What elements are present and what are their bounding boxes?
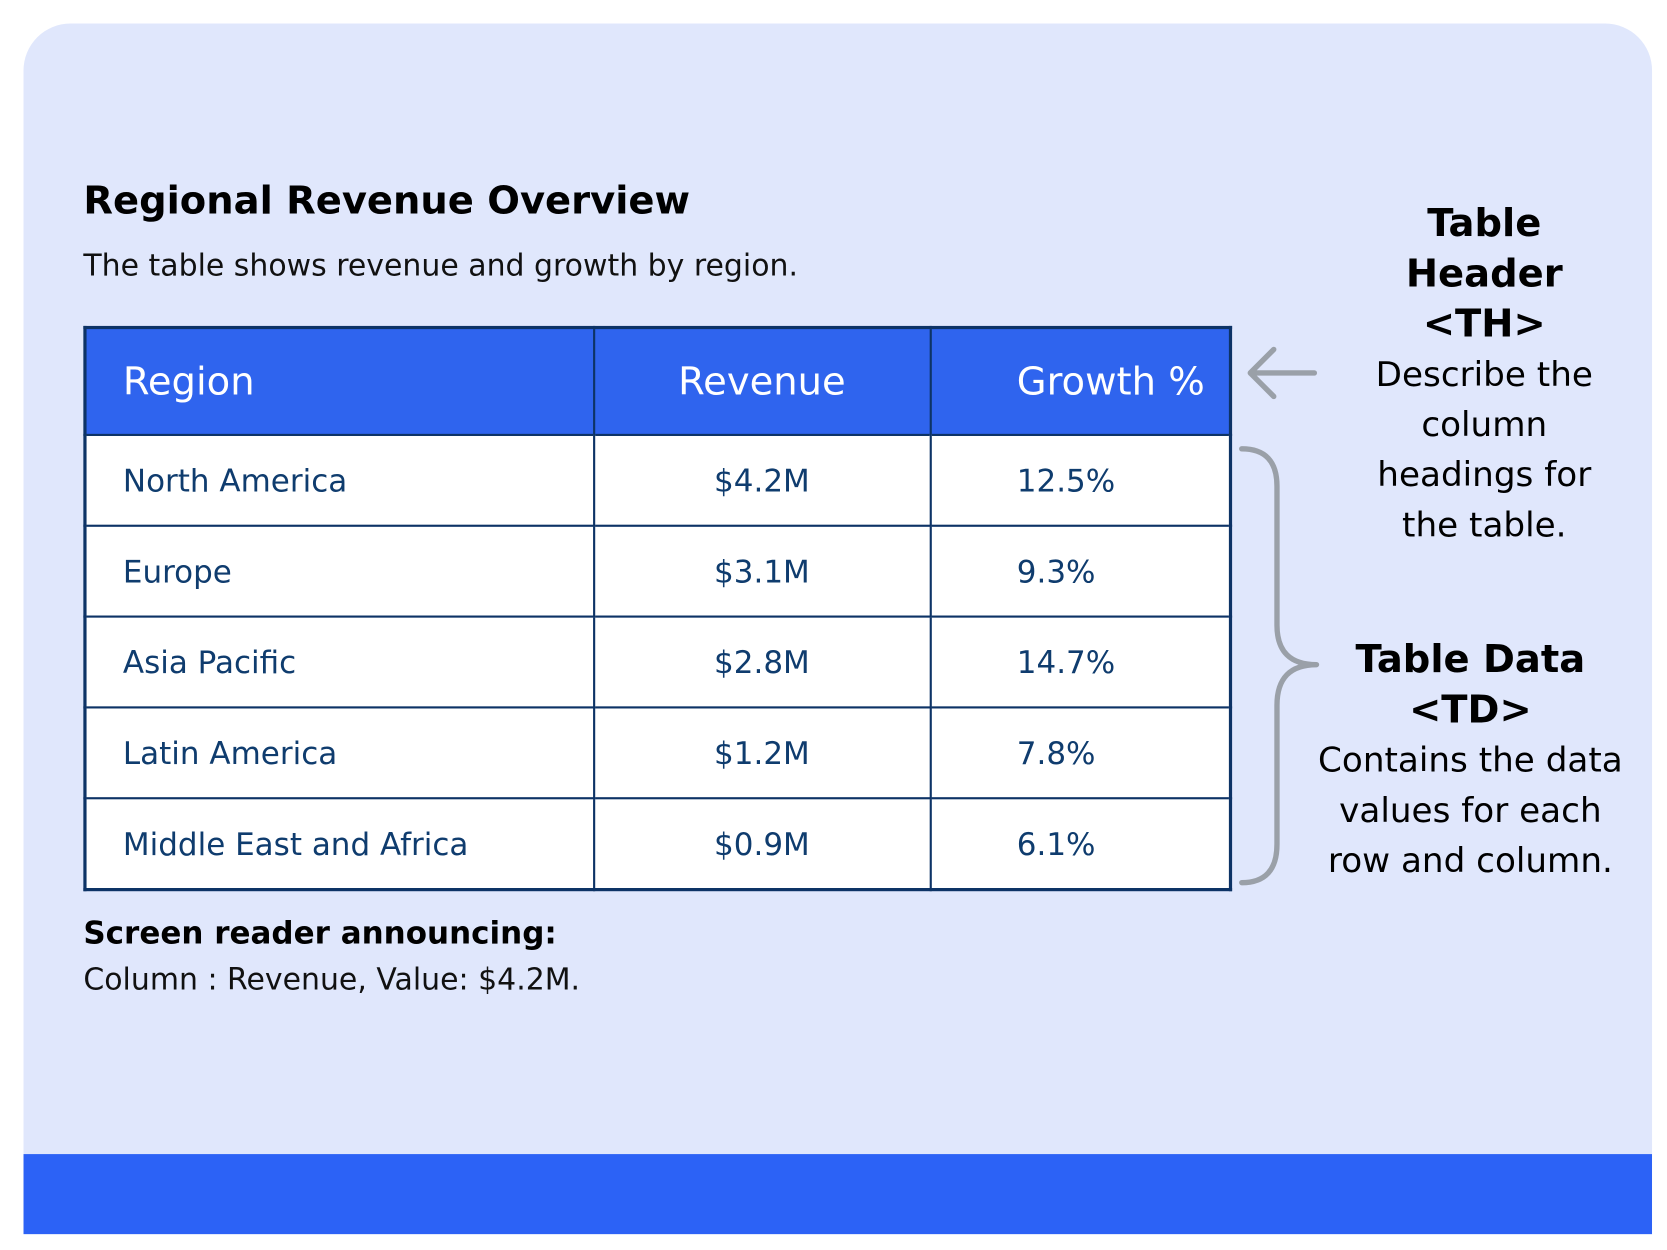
column-header: Region <box>84 327 595 435</box>
table-cell: 14.7% <box>929 615 1232 709</box>
brace <box>1239 446 1320 886</box>
data-table: Region Revenue Growth % North America $4.2M… <box>83 325 1233 892</box>
table-cell: Europe <box>83 524 595 618</box>
table-row: Middle East and Africa $0.9M 6.1% <box>83 797 1232 891</box>
table-cell: Latin America <box>83 706 595 800</box>
footer-bar <box>23 1154 1653 1235</box>
th-annotation: Table Header <TH> Describe the column he… <box>1335 199 1634 551</box>
table-cell: 7.8% <box>929 706 1232 800</box>
table-row: Europe $3.1M 9.3% <box>83 524 1232 618</box>
arrow <box>1247 346 1318 400</box>
header-row: Region Revenue Growth % <box>84 327 1232 435</box>
th-tag: <TH> <box>1422 302 1546 347</box>
td-title: Table Data <box>1355 637 1586 682</box>
td-tag: <TD> <box>1409 688 1532 732</box>
table-row: Latin America $1.2M 7.8% <box>83 706 1232 800</box>
td-annotation: Table Data <TD> Contains the data values… <box>1310 635 1631 886</box>
column-header: Revenue <box>593 327 932 435</box>
table-cell: $3.1M <box>592 524 932 618</box>
table-cell: Middle East and Africa <box>83 797 595 891</box>
table-cell: 12.5% <box>929 433 1232 527</box>
table-cell: 6.1% <box>929 797 1232 891</box>
table-cell: $0.9M <box>592 797 932 891</box>
table-body: North America $4.2M 12.5% Europe $3.1M 9.3% As… <box>83 433 1232 891</box>
table-cell: $4.2M <box>592 433 932 527</box>
table-cell: 9.3% <box>929 524 1232 618</box>
th-description: Describe the column headings for the tab… <box>1375 353 1593 545</box>
screen-reader-label: Screen reader announcing: <box>83 914 557 952</box>
td-description: Contains the data values for each row an… <box>1318 739 1623 881</box>
table-row: Asia Pacific $2.8M 14.7% <box>83 615 1232 709</box>
screen-reader-text: Column : Revenue, Value: $4.2M. <box>83 961 581 998</box>
subtitle: The table shows revenue and growth by re… <box>83 247 799 284</box>
table-cell: North America <box>83 433 595 527</box>
table-cell: $1.2M <box>592 706 932 800</box>
th-title: Table Header <box>1405 201 1563 297</box>
table-cell: Asia Pacific <box>83 615 595 709</box>
table-cell: $2.8M <box>592 615 932 709</box>
title: Regional Revenue Overview <box>83 179 691 224</box>
table-row: North America $4.2M 12.5% <box>83 433 1232 527</box>
column-header: Growth % <box>930 327 1232 435</box>
